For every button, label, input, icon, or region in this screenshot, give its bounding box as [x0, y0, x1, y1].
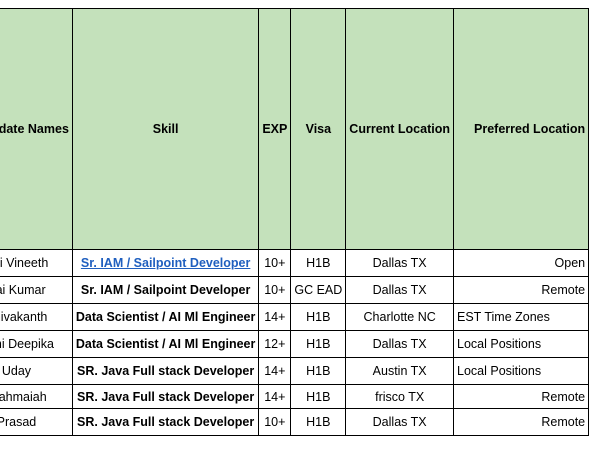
table-row: Prasad SR. Java Full stack Developer 10+…: [0, 408, 590, 436]
header-skill: Skill: [71, 8, 260, 250]
table-row: Sai Vineeth Sr. IAM / Sailpoint Develope…: [0, 249, 590, 277]
preferred-location-cell: EST Time Zones: [452, 303, 590, 331]
skill-link[interactable]: Sr. IAM / Sailpoint Developer: [80, 256, 251, 270]
candidate-name-cell: Prasad: [0, 408, 73, 436]
exp-cell: 12+: [258, 330, 292, 358]
location-cell: frisco TX: [345, 384, 454, 409]
location-cell: Charlotte NC: [345, 303, 454, 331]
exp-cell: 10+: [258, 276, 292, 304]
candidate-name-cell: Rani Deepika: [0, 330, 73, 358]
header-row: Candidate Names Skill EXP Visa Current L…: [0, 8, 590, 250]
exp-cell: 14+: [258, 384, 292, 409]
skill-cell: SR. Java Full stack Developer: [71, 384, 260, 409]
candidate-name-cell: Uday: [0, 357, 73, 385]
header-preferred-location: Preferred Location: [452, 8, 590, 250]
table-row: Brahmaiah SR. Java Full stack Developer …: [0, 384, 590, 409]
visa-cell: H1B: [290, 249, 347, 277]
exp-cell: 14+: [258, 357, 292, 385]
location-cell: Dallas TX: [345, 330, 454, 358]
preferred-location-cell: Local Positions: [452, 330, 590, 358]
candidate-name-cell: Sai Vineeth: [0, 249, 73, 277]
visa-cell: GC EAD: [290, 276, 347, 304]
location-cell: Dallas TX: [345, 408, 454, 436]
table-row: Shivakanth Data Scientist / AI Ml Engine…: [0, 303, 590, 331]
preferred-location-cell: Open: [452, 249, 590, 277]
visa-cell: H1B: [290, 357, 347, 385]
visa-cell: H1B: [290, 303, 347, 331]
preferred-location-cell: Remote: [452, 408, 590, 436]
preferred-location-cell: Local Positions: [452, 357, 590, 385]
location-cell: Austin TX: [345, 357, 454, 385]
skill-cell: SR. Java Full stack Developer: [71, 357, 260, 385]
visa-cell: H1B: [290, 408, 347, 436]
skill-cell: Sr. IAM / Sailpoint Developer: [71, 276, 260, 304]
location-cell: Dallas TX: [345, 276, 454, 304]
header-current-location: Current Location: [345, 8, 454, 250]
exp-cell: 10+: [258, 249, 292, 277]
table-row: Rani Deepika Data Scientist / AI Ml Engi…: [0, 330, 590, 358]
skill-cell: Data Scientist / AI Ml Engineer: [71, 330, 260, 358]
header-candidate-names: Candidate Names: [0, 8, 73, 250]
table-row: Uday SR. Java Full stack Developer 14+ H…: [0, 357, 590, 385]
skill-cell: Data Scientist / AI Ml Engineer: [71, 303, 260, 331]
candidate-name-cell: Shivakanth: [0, 303, 73, 331]
candidate-name-cell: Sai Kumar: [0, 276, 73, 304]
preferred-location-cell: Remote: [452, 276, 590, 304]
exp-cell: 10+: [258, 408, 292, 436]
table-row: Sai Kumar Sr. IAM / Sailpoint Developer …: [0, 276, 590, 304]
exp-cell: 14+: [258, 303, 292, 331]
visa-cell: H1B: [290, 384, 347, 409]
visa-cell: H1B: [290, 330, 347, 358]
header-exp: EXP: [258, 8, 292, 250]
skill-cell: SR. Java Full stack Developer: [71, 408, 260, 436]
candidate-table: Candidate Names Skill EXP Visa Current L…: [0, 8, 590, 436]
candidate-name-cell: Brahmaiah: [0, 384, 73, 409]
preferred-location-cell: Remote: [452, 384, 590, 409]
location-cell: Dallas TX: [345, 249, 454, 277]
header-visa: Visa: [290, 8, 347, 250]
skill-cell[interactable]: Sr. IAM / Sailpoint Developer: [71, 249, 260, 277]
